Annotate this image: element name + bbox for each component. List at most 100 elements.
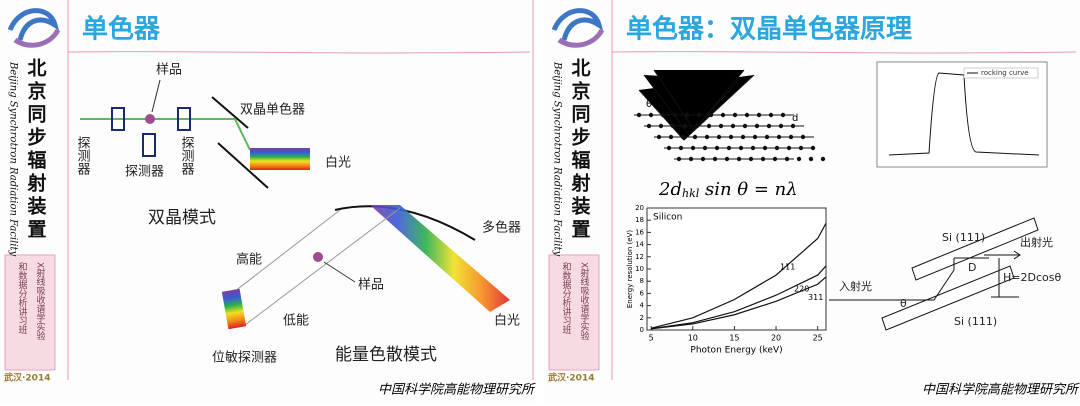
lattice-dot xyxy=(774,145,780,151)
footer: 中国科学院高能物理研究所 xyxy=(378,382,536,398)
lattice-dot xyxy=(716,134,722,140)
x-tick-label: 25 xyxy=(813,334,823,343)
lattice-dot xyxy=(658,123,664,129)
sidebar-name-en: Beijing Synchrotron Radiation Facility xyxy=(8,61,19,257)
label: D xyxy=(968,261,976,274)
y-tick-label: 10 xyxy=(635,265,644,273)
lattice-dot xyxy=(810,145,816,151)
double-crystal-diagram xyxy=(80,79,310,189)
label: 样品 xyxy=(358,278,384,293)
label: 能量色散模式 xyxy=(335,345,437,365)
lattice-dot xyxy=(726,145,732,151)
lattice-dot xyxy=(704,134,710,140)
formula-part: 2d xyxy=(658,179,682,200)
lattice-dot xyxy=(668,134,674,140)
sidebar-name-en: Beijing Synchrotron Radiation Facility xyxy=(552,61,563,257)
lattice-dot xyxy=(740,134,746,140)
lattice-dot xyxy=(676,156,682,162)
lattice-dot xyxy=(706,123,712,129)
plot-frame xyxy=(646,207,827,331)
lattice-dot xyxy=(820,156,826,162)
lattice-dot xyxy=(718,123,724,129)
y-tick-label: 2 xyxy=(640,314,644,322)
lattice-dot xyxy=(688,156,694,162)
y-axis-label: Energy resolution (eV) xyxy=(626,230,634,309)
workshop-line: 和数据分析讲习班 xyxy=(17,262,28,335)
lattice-dot xyxy=(680,134,686,140)
lattice-dot xyxy=(768,112,774,118)
lattice-dot xyxy=(728,134,734,140)
y-tick-label: 18 xyxy=(635,216,644,224)
lattice-dot xyxy=(656,134,662,140)
lattice-dot xyxy=(764,134,770,140)
lattice-dot xyxy=(682,123,688,129)
y-tick-label: 0 xyxy=(640,326,644,334)
lattice-dot xyxy=(778,123,784,129)
label: 入射光 xyxy=(839,279,872,293)
label: 低能 xyxy=(283,314,309,329)
lattice-dot xyxy=(700,156,706,162)
lattice-dot xyxy=(798,145,804,151)
lattice-dot xyxy=(720,112,726,118)
footer: 中国科学院高能物理研究所 xyxy=(922,382,1080,398)
lattice-dot xyxy=(692,134,698,140)
label: 出射光 xyxy=(1020,235,1053,249)
y-tick-label: 20 xyxy=(635,204,644,212)
slide-title: 单色器 xyxy=(82,14,161,45)
y-tick-label: 4 xyxy=(640,302,645,310)
formula-part: sin θ = nλ xyxy=(699,179,797,200)
lattice-dot xyxy=(796,156,802,162)
lattice-dot xyxy=(752,134,758,140)
lattice-dot xyxy=(784,156,790,162)
lattice-dot xyxy=(788,134,794,140)
workshop-line: X射线吸收谱学实验 xyxy=(579,262,590,341)
workshop-line: 和数据分析讲习班 xyxy=(561,262,572,335)
lattice-dot xyxy=(724,156,730,162)
sidebar-name: 北京同步辐射装置 xyxy=(569,58,592,242)
label: 探测器 xyxy=(125,165,164,180)
lattice-dot xyxy=(660,112,666,118)
lattice-dot xyxy=(748,156,754,162)
lattice-dot xyxy=(708,112,714,118)
dispersive-diagram xyxy=(221,205,510,330)
lattice-dot xyxy=(750,145,756,151)
label: Si (111) xyxy=(942,231,985,244)
lattice-dot xyxy=(738,145,744,151)
sidebar-name: 北京同步辐射装置 xyxy=(25,58,48,242)
series-label: 220 xyxy=(794,285,809,294)
label: 探测器 xyxy=(179,136,195,176)
dcm-diagram xyxy=(829,217,1039,331)
label: 样品 xyxy=(156,63,182,78)
lattice-dot xyxy=(712,156,718,162)
lattice-dot xyxy=(808,156,814,162)
y-tick-label: 16 xyxy=(635,228,644,236)
x-axis-label: Photon Energy (keV) xyxy=(690,346,782,356)
label: 双晶模式 xyxy=(148,208,216,228)
series-line xyxy=(651,222,827,329)
lattice-dot xyxy=(714,145,720,151)
label: d xyxy=(792,113,798,124)
series-label: 111 xyxy=(780,263,795,272)
place: 武汉·2014 xyxy=(548,372,594,384)
lattice-dot xyxy=(742,123,748,129)
series-label: 311 xyxy=(808,293,823,302)
lattice-dot xyxy=(754,123,760,129)
formula: 2dhkl sin θ = nλ xyxy=(658,179,798,200)
bragg-lattice xyxy=(634,69,826,162)
lattice-dot xyxy=(730,123,736,129)
rocking-curve xyxy=(876,61,1048,168)
plot-title: Silicon xyxy=(653,213,682,223)
workshop-line: X射线吸收谱学实验 xyxy=(35,262,46,341)
lattice-dot xyxy=(694,123,700,129)
label: 双晶单色器 xyxy=(240,102,305,118)
lattice-dot xyxy=(732,112,738,118)
y-tick-label: 6 xyxy=(640,289,645,297)
lattice-dot xyxy=(744,112,750,118)
lattice-dot xyxy=(702,145,708,151)
label: 多色器 xyxy=(482,220,521,236)
label: 位敏探测器 xyxy=(212,351,277,366)
lattice-dot xyxy=(786,145,792,151)
lattice-dot xyxy=(736,156,742,162)
x-tick-label: 15 xyxy=(729,334,739,343)
